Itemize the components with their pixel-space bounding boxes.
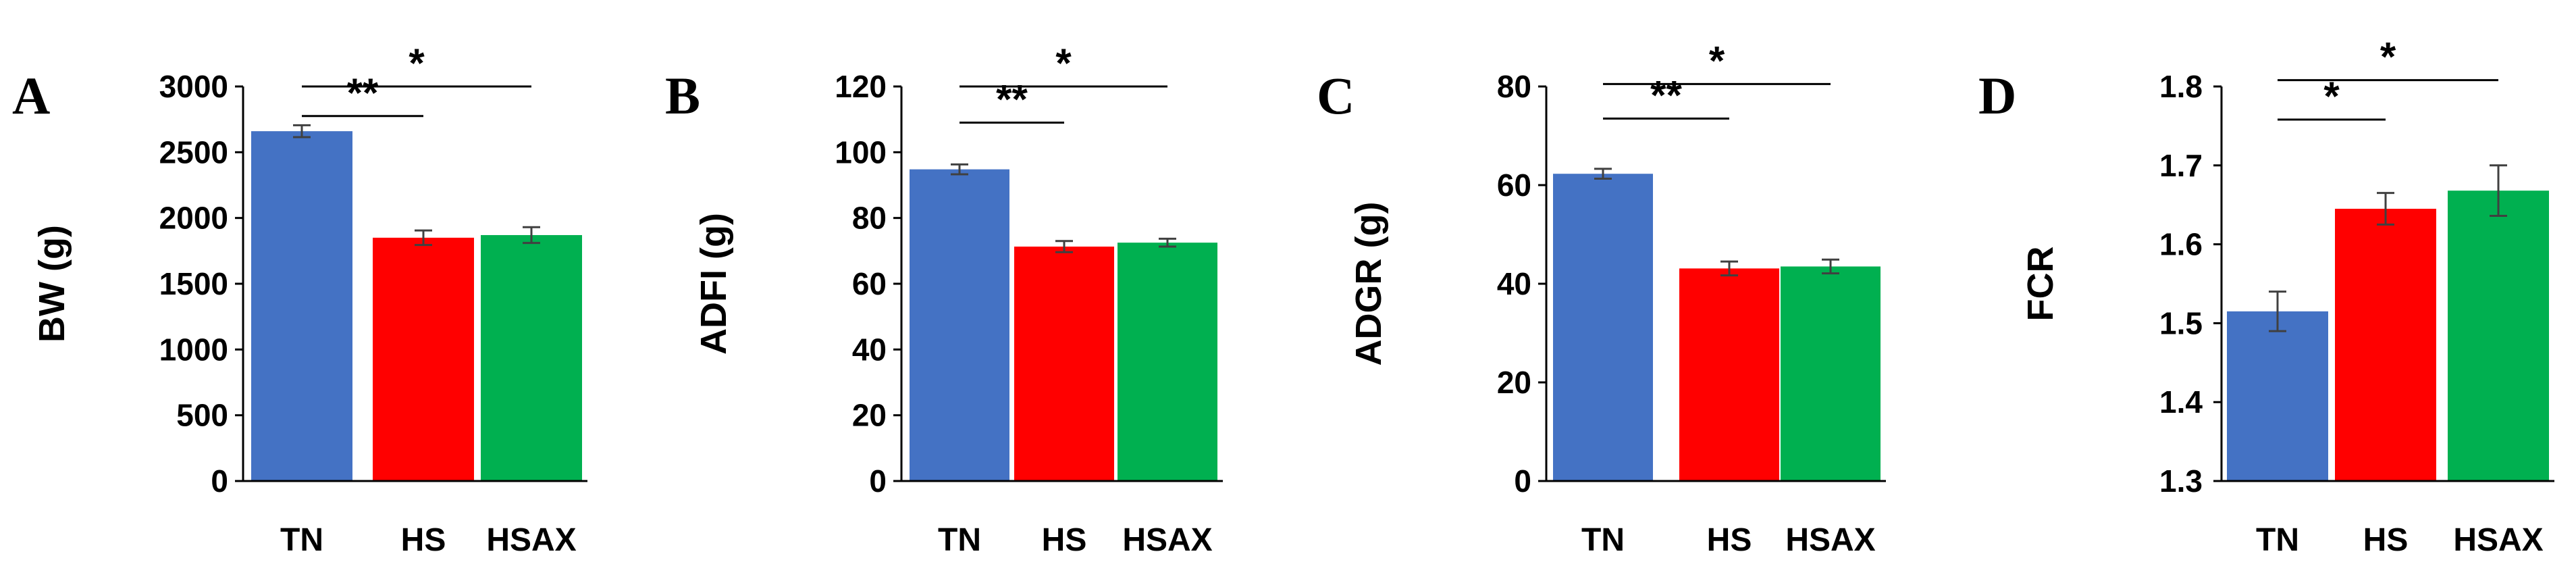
y-tick-label: 2500 — [159, 134, 228, 170]
bar-tn — [910, 169, 1009, 481]
y-axis-title: ADGR (g) — [1348, 202, 1389, 366]
y-tick-label: 40 — [1497, 266, 1531, 301]
x-category-label: HS — [401, 522, 446, 558]
bar-hs — [373, 237, 474, 481]
significance-label: ** — [996, 77, 1028, 122]
y-tick-label: 80 — [1497, 69, 1531, 104]
y-tick-label: 80 — [852, 201, 887, 236]
x-category-label: HS — [1042, 522, 1087, 558]
x-category-label: HS — [2363, 522, 2409, 558]
x-category-label: TN — [280, 522, 323, 558]
y-tick-label: 20 — [852, 398, 887, 433]
panel-d: D FCR 1.3 1.4 1.5 1.6 1.7 1.8 TN HS HSAX * * — [1978, 34, 2554, 558]
panel-letter: A — [12, 66, 50, 125]
y-tick-label: 0 — [869, 463, 887, 499]
y-tick-label: 3000 — [159, 69, 228, 104]
y-axis-title: ADFI (g) — [693, 213, 734, 355]
significance-label: * — [409, 41, 425, 86]
bar-hs — [1679, 268, 1779, 481]
y-tick-label: 2000 — [159, 201, 228, 236]
x-category-label: HSAX — [1785, 522, 1875, 558]
significance-label: ** — [347, 70, 379, 116]
y-tick-label: 1.5 — [2159, 305, 2203, 340]
y-tick-label: 1.6 — [2159, 227, 2203, 262]
y-tick-label: 0 — [1514, 463, 1531, 499]
y-tick-label: 20 — [1497, 365, 1531, 400]
x-category-label: HS — [1707, 522, 1752, 558]
panel-a: A BW (g) 0 500 1000 1500 2000 2500 3000 TN HS HSAX *… — [12, 41, 587, 558]
bar-tn — [1553, 174, 1653, 481]
y-tick-label: 500 — [176, 398, 228, 433]
bar-hs — [1014, 247, 1114, 481]
bar-tn — [2227, 311, 2328, 481]
y-tick-label: 1500 — [159, 266, 228, 301]
y-tick-label: 40 — [852, 332, 887, 367]
significance-label: ** — [1650, 72, 1682, 118]
significance-label: * — [1055, 41, 1072, 86]
x-category-label: HSAX — [1122, 522, 1212, 558]
y-tick-label: 60 — [852, 266, 887, 301]
x-category-label: HSAX — [2453, 522, 2543, 558]
panel-letter: D — [1978, 66, 2016, 125]
y-tick-label: 0 — [211, 463, 228, 499]
significance-label: * — [2323, 74, 2340, 119]
significance-label: * — [1709, 38, 1725, 83]
y-tick-label: 1.7 — [2159, 148, 2203, 183]
panel-letter: B — [665, 66, 700, 125]
y-tick-label: 1.3 — [2159, 463, 2203, 499]
x-category-label: TN — [2256, 522, 2299, 558]
panel-letter: C — [1317, 66, 1355, 125]
significance-label: * — [2380, 34, 2396, 80]
bar-hsax — [1118, 243, 1217, 481]
y-axis-title: BW (g) — [32, 225, 72, 343]
bar-tn — [251, 131, 352, 482]
x-category-label: TN — [1581, 522, 1625, 558]
y-tick-label: 1.8 — [2159, 69, 2203, 104]
y-tick-label: 120 — [835, 69, 887, 104]
y-tick-label: 100 — [835, 134, 887, 170]
y-axis-title: FCR — [2020, 247, 2061, 322]
x-category-label: HSAX — [486, 522, 576, 558]
x-category-label: TN — [938, 522, 981, 558]
bar-hs — [2335, 209, 2436, 481]
y-tick-label: 60 — [1497, 168, 1531, 203]
bar-hsax — [2448, 191, 2549, 481]
bar-hsax — [1781, 266, 1881, 481]
y-tick-label: 1000 — [159, 332, 228, 367]
bar-hsax — [481, 234, 582, 481]
y-tick-label: 1.4 — [2159, 384, 2203, 420]
